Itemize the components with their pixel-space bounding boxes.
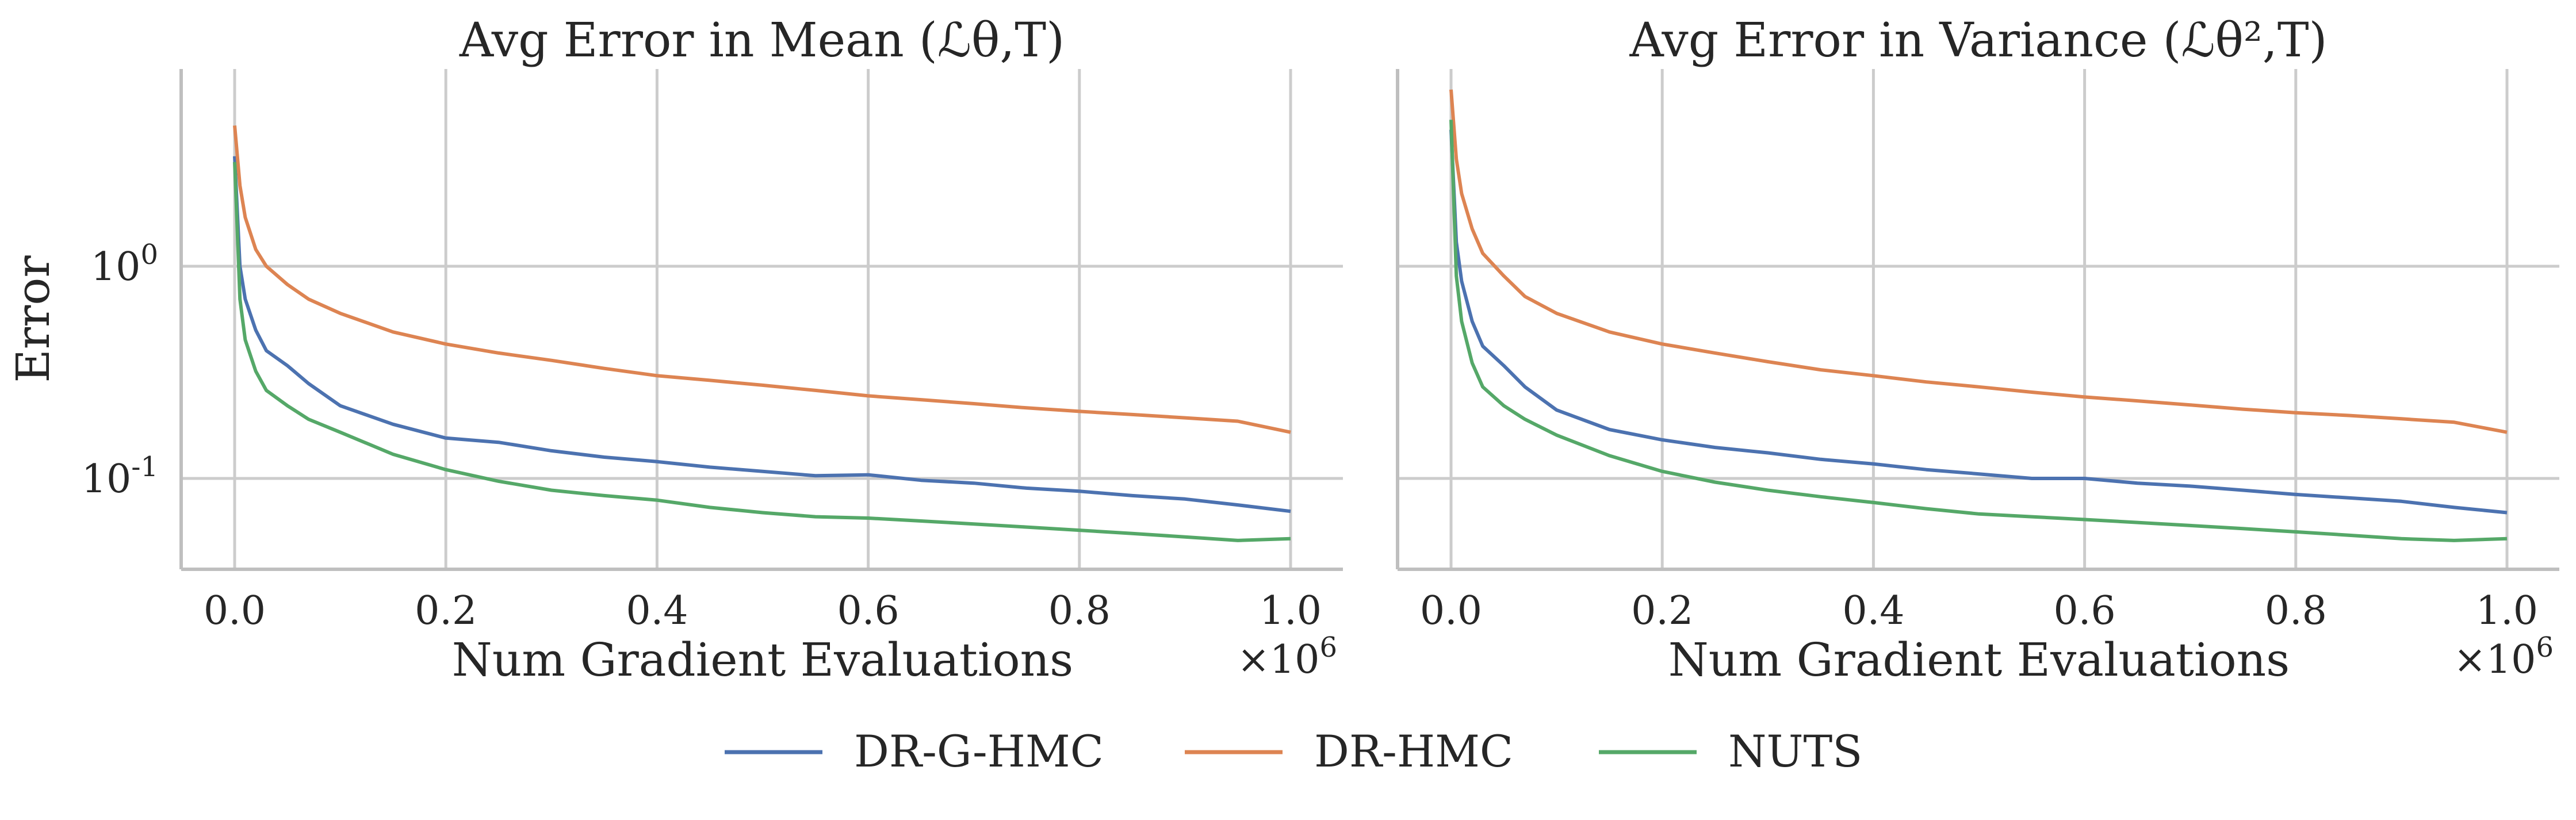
legend-label-dr-hmc: DR-HMC — [1314, 726, 1513, 777]
x-tick-label: 0.6 — [2054, 588, 2116, 634]
x-tick-label: 1.0 — [2476, 588, 2538, 634]
x-axis-label: Num Gradient Evaluations — [452, 633, 1073, 687]
left-panel: 0.0 0.2 0.4 0.6 0.8 1.0×106 100 10-1 Num Gradien… — [6, 13, 1343, 687]
x-multiplier-label: ×106 — [2453, 631, 2554, 683]
y-tick-label: 10-1 — [82, 451, 158, 502]
x-tick-label: 1.0 — [1260, 588, 1322, 634]
series-line-dr-g-hmc — [233, 156, 1291, 514]
x-tick-label: 0.0 — [204, 588, 266, 634]
x-tick-label: 0.2 — [1631, 588, 1693, 634]
x-tick-label: 0.0 — [1420, 588, 1482, 634]
x-tick-label: 0.8 — [2265, 588, 2327, 634]
x-tick-label: 0.8 — [1048, 588, 1111, 634]
chart-title: Avg Error in Mean (ℒθ,T) — [459, 13, 1065, 68]
legend: DR-G-HMC DR-HMC NUTS — [725, 726, 1862, 777]
legend-label-dr-g-hmc: DR-G-HMC — [854, 726, 1104, 777]
y-tick-label: 100 — [91, 239, 158, 290]
legend-label-nuts: NUTS — [1728, 726, 1862, 777]
series-line-nuts — [1449, 120, 2508, 542]
x-tick-label: 0.2 — [415, 588, 477, 634]
x-tick-label: 0.4 — [626, 588, 688, 634]
series-line-dr-hmc — [233, 125, 1291, 434]
series-line-dr-g-hmc — [1449, 129, 2508, 515]
x-tick-label: 0.4 — [1842, 588, 1904, 634]
y-axis-label: Error — [6, 255, 60, 383]
right-panel: 0.0 0.2 0.4 0.6 0.8 1.0×106 Num Gradient Evalu… — [1396, 13, 2559, 687]
x-multiplier-label: ×106 — [1237, 631, 1337, 683]
chart-title: Avg Error in Variance (ℒθ²,T) — [1629, 13, 2327, 68]
series-line-nuts — [233, 162, 1291, 542]
x-axis-label: Num Gradient Evaluations — [1668, 633, 2290, 687]
series-line-dr-hmc — [1449, 89, 2508, 434]
x-tick-label: 0.6 — [837, 588, 900, 634]
